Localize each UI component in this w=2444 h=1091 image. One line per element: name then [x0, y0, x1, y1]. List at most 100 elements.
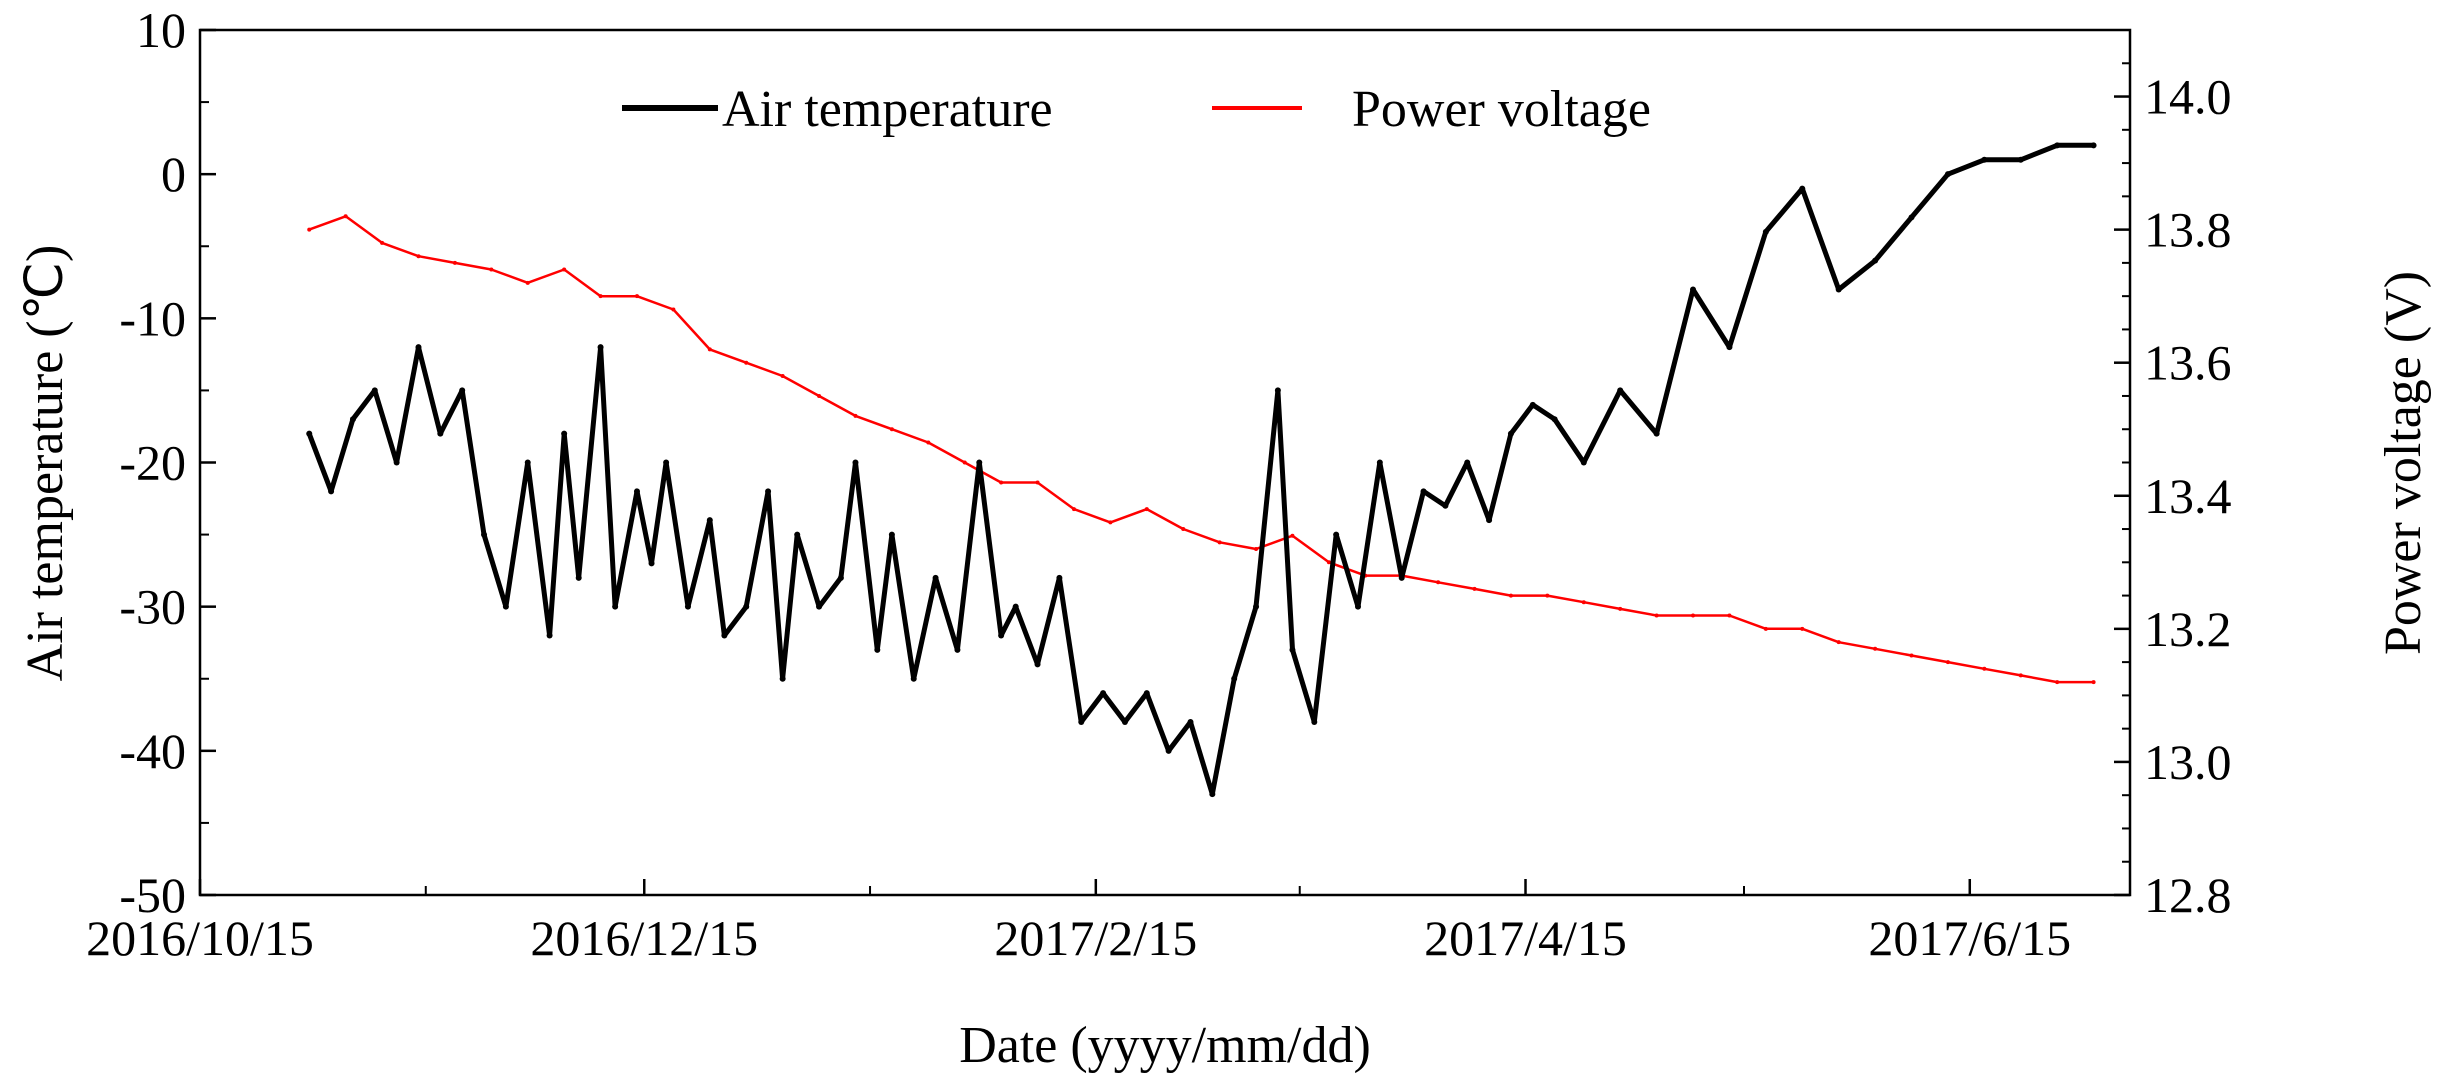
y-left-tick-label-1: -40	[119, 723, 186, 779]
point-air-temperature-21	[721, 632, 728, 639]
point-air-temperature-10	[524, 459, 531, 466]
point-air-temperature-43	[1165, 747, 1172, 754]
point-air-temperature-35	[998, 632, 1005, 639]
point-power-voltage-10	[671, 307, 676, 312]
point-power-voltage-41	[1800, 626, 1805, 631]
point-power-voltage-46	[1982, 666, 1987, 671]
y-axis-left-title: Air temperature (℃)	[17, 245, 74, 682]
point-power-voltage-49	[2091, 680, 2096, 685]
series-layer	[306, 142, 2097, 798]
point-power-voltage-2	[380, 240, 385, 245]
point-air-temperature-14	[597, 344, 604, 351]
point-power-voltage-38	[1691, 613, 1696, 618]
y-right-tick-label-6: 14.0	[2144, 69, 2232, 125]
x-tick-label-3: 2017/4/15	[1424, 910, 1627, 966]
point-air-temperature-36	[1012, 603, 1019, 610]
y-right-tick-label-0: 12.8	[2144, 867, 2232, 923]
point-power-voltage-11	[707, 347, 712, 352]
point-air-temperature-16	[633, 488, 640, 495]
point-air-temperature-51	[1333, 531, 1340, 538]
point-power-voltage-26	[1254, 547, 1259, 551]
point-power-voltage-5	[489, 267, 494, 272]
point-air-temperature-0	[306, 430, 313, 437]
legend-label-air-temperature: Air temperature	[722, 81, 1053, 138]
point-air-temperature-8	[481, 531, 488, 538]
point-power-voltage-32	[1472, 586, 1477, 591]
point-air-temperature-76	[2090, 142, 2097, 149]
point-air-temperature-39	[1078, 719, 1085, 725]
point-air-temperature-6	[437, 430, 444, 437]
point-air-temperature-40	[1100, 690, 1107, 697]
point-air-temperature-28	[852, 459, 859, 466]
point-air-temperature-11	[546, 632, 553, 639]
point-power-voltage-40	[1763, 626, 1768, 631]
point-power-voltage-4	[452, 260, 457, 265]
point-air-temperature-53	[1376, 459, 1383, 466]
point-air-temperature-41	[1121, 719, 1128, 725]
point-power-voltage-6	[525, 280, 530, 285]
point-air-temperature-5	[415, 344, 422, 351]
point-power-voltage-20	[1035, 480, 1040, 485]
y-right-tick-label-3: 13.4	[2144, 468, 2232, 524]
point-power-voltage-43	[1873, 646, 1878, 651]
point-power-voltage-28	[1326, 560, 1331, 565]
point-air-temperature-25	[794, 531, 801, 538]
point-air-temperature-74	[2017, 156, 2024, 163]
point-power-voltage-19	[999, 480, 1004, 485]
point-power-voltage-22	[1108, 520, 1113, 525]
point-air-temperature-26	[816, 603, 823, 610]
point-air-temperature-61	[1551, 416, 1558, 423]
point-air-temperature-27	[837, 574, 844, 581]
point-air-temperature-60	[1529, 401, 1536, 408]
point-air-temperature-57	[1464, 459, 1471, 466]
point-air-temperature-37	[1034, 661, 1041, 668]
point-air-temperature-66	[1726, 344, 1733, 351]
point-air-temperature-34	[976, 459, 983, 466]
point-power-voltage-42	[1836, 640, 1841, 645]
point-air-temperature-29	[874, 646, 881, 653]
point-air-temperature-67	[1762, 228, 1769, 235]
point-power-voltage-17	[926, 440, 931, 445]
point-air-temperature-38	[1056, 574, 1063, 581]
point-power-voltage-0	[307, 227, 312, 232]
point-air-temperature-13	[575, 574, 582, 581]
point-air-temperature-45	[1209, 791, 1216, 798]
point-air-temperature-12	[561, 430, 568, 437]
point-power-voltage-1	[343, 214, 348, 219]
point-air-temperature-42	[1143, 690, 1150, 697]
point-air-temperature-1	[328, 488, 335, 495]
point-air-temperature-75	[2054, 142, 2061, 149]
point-air-temperature-58	[1486, 517, 1493, 524]
point-air-temperature-70	[1872, 257, 1879, 264]
point-air-temperature-33	[954, 646, 961, 653]
point-power-voltage-14	[817, 393, 822, 398]
point-power-voltage-47	[2018, 673, 2023, 678]
y-right-tick-label-1: 13.0	[2144, 734, 2232, 790]
x-axis-title: Date (yyyy/mm/dd)	[959, 1017, 1371, 1074]
point-air-temperature-2	[349, 416, 356, 423]
axes-layer: -50 -40 -30 -20 -10 0 10 12.8 13.0 13.2 13.4 13.6 13…	[86, 2, 2231, 966]
point-air-temperature-23	[765, 488, 772, 495]
point-air-temperature-31	[910, 675, 917, 682]
y-right-tick-label-5: 13.8	[2144, 202, 2232, 258]
point-air-temperature-56	[1442, 502, 1449, 509]
point-air-temperature-62	[1580, 459, 1587, 466]
point-power-voltage-37	[1654, 613, 1659, 618]
point-air-temperature-46	[1231, 675, 1238, 682]
point-air-temperature-18	[663, 459, 670, 466]
point-air-temperature-48	[1274, 387, 1281, 394]
point-air-temperature-71	[1908, 214, 1915, 221]
point-air-temperature-3	[371, 387, 378, 394]
point-power-voltage-24	[1181, 527, 1186, 532]
point-power-voltage-33	[1508, 593, 1513, 598]
point-air-temperature-20	[706, 517, 713, 524]
point-power-voltage-8	[598, 294, 603, 299]
point-air-temperature-22	[743, 603, 750, 610]
point-power-voltage-44	[1909, 653, 1914, 658]
point-air-temperature-64	[1653, 430, 1660, 437]
y-right-tick-label-2: 13.2	[2144, 601, 2232, 657]
point-air-temperature-50	[1311, 719, 1318, 725]
y-right-tick-label-4: 13.6	[2144, 335, 2232, 391]
x-tick-label-2: 2017/2/15	[994, 910, 1197, 966]
